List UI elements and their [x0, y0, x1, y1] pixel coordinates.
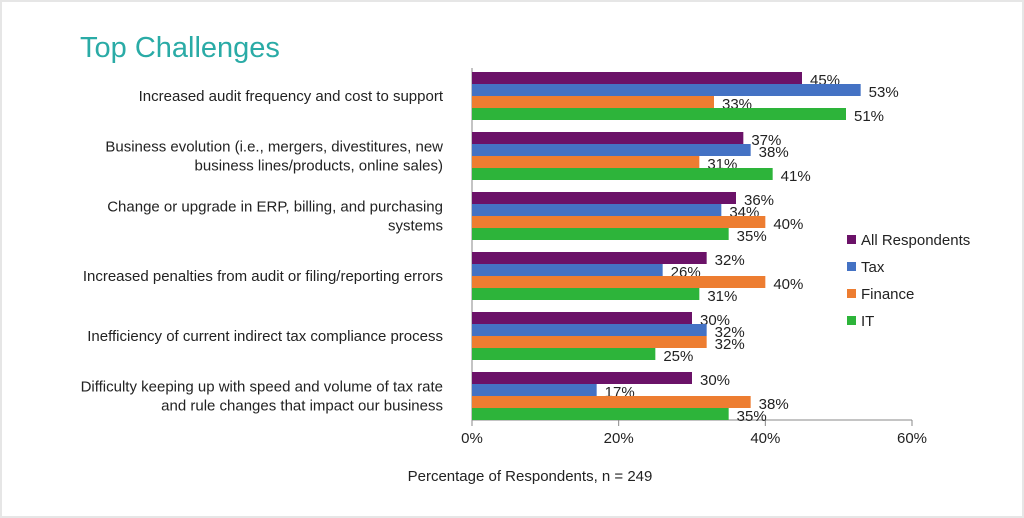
bar-tax	[472, 144, 751, 156]
legend-label: IT	[861, 313, 874, 330]
data-label: 41%	[781, 168, 811, 185]
legend-swatch	[847, 316, 856, 325]
category-label: business lines/products, online sales)	[195, 158, 443, 175]
bar-tax	[472, 384, 597, 396]
data-label: 35%	[737, 408, 767, 425]
legend-label: Tax	[861, 259, 885, 276]
x-tick-label: 60%	[897, 430, 927, 447]
data-label: 32%	[715, 336, 745, 353]
data-label: 36%	[744, 192, 774, 209]
data-label: 32%	[715, 252, 745, 269]
bar-finance	[472, 156, 700, 168]
bar-finance	[472, 336, 707, 348]
bar-it	[472, 408, 729, 420]
data-label: 25%	[663, 348, 693, 365]
data-label: 40%	[773, 276, 803, 293]
legend-swatch	[847, 262, 856, 271]
bar-all-respondents	[472, 372, 692, 384]
data-label: 51%	[854, 108, 884, 125]
bar-finance	[472, 276, 766, 288]
data-label: 37%	[751, 132, 781, 149]
x-tick-label: 0%	[461, 430, 483, 447]
x-tick-label: 20%	[604, 430, 634, 447]
category-label: Increased audit frequency and cost to su…	[139, 88, 444, 105]
bar-all-respondents	[472, 72, 802, 84]
data-label: 32%	[715, 324, 745, 341]
bar-finance	[472, 396, 751, 408]
data-label: 30%	[700, 372, 730, 389]
bar-it	[472, 168, 773, 180]
data-label: 30%	[700, 312, 730, 329]
bar-it	[472, 348, 656, 360]
legend-label: Finance	[861, 286, 914, 303]
data-label: 38%	[759, 144, 789, 161]
bar-all-respondents	[472, 312, 692, 324]
x-axis-label: Percentage of Respondents, n = 249	[408, 468, 653, 485]
category-label: Change or upgrade in ERP, billing, and p…	[107, 199, 443, 216]
legend-label: All Respondents	[861, 232, 970, 249]
data-label: 38%	[759, 396, 789, 413]
legend-swatch	[847, 289, 856, 298]
bar-all-respondents	[472, 192, 736, 204]
bar-tax	[472, 324, 707, 336]
data-label: 53%	[869, 84, 899, 101]
bar-all-respondents	[472, 252, 707, 264]
legend-swatch	[847, 235, 856, 244]
bar-it	[472, 228, 729, 240]
x-tick-label: 40%	[750, 430, 780, 447]
bar-tax	[472, 264, 663, 276]
bar-it	[472, 108, 846, 120]
category-label: systems	[388, 218, 443, 235]
bar-tax	[472, 204, 722, 216]
category-label: Business evolution (i.e., mergers, dives…	[105, 139, 443, 156]
bar-tax	[472, 84, 861, 96]
bar-all-respondents	[472, 132, 744, 144]
category-label: Inefficiency of current indirect tax com…	[87, 328, 443, 345]
data-label: 40%	[773, 216, 803, 233]
data-label: 35%	[737, 228, 767, 245]
bar-finance	[472, 216, 766, 228]
category-label: Difficulty keeping up with speed and vol…	[81, 379, 443, 396]
category-label: Increased penalties from audit or filing…	[83, 268, 443, 285]
bar-it	[472, 288, 700, 300]
bar-finance	[472, 96, 714, 108]
data-label: 31%	[707, 288, 737, 305]
chart-title: Top Challenges	[80, 32, 280, 64]
category-label: and rule changes that impact our busines…	[161, 398, 443, 415]
